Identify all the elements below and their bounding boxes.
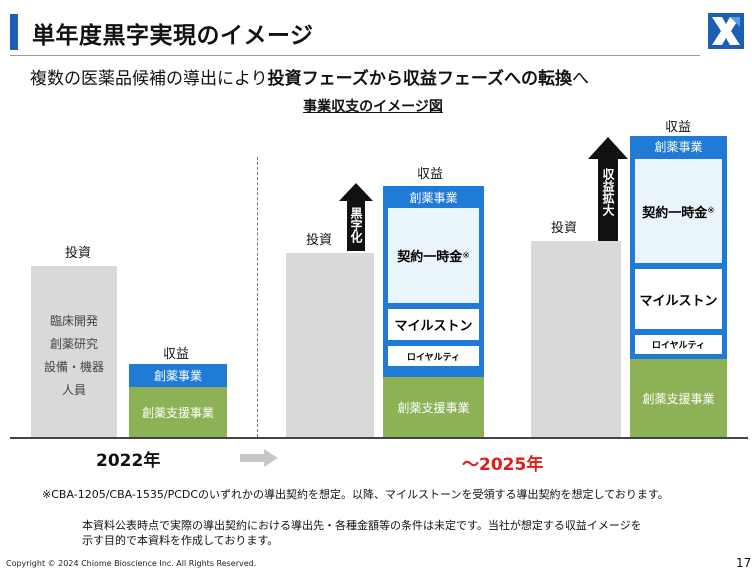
- footnote: ※CBA-1205/CBA-1535/PCDCのいずれかの導出契約を想定。以降、…: [42, 488, 669, 501]
- disclaimer-line-1: 本資料公表時点で実際の導出契約における導出先・各種金額等の条件は未定です。当社が…: [82, 519, 642, 532]
- year-2025-label: ～2025年: [462, 455, 544, 475]
- invest-item: 人員: [61, 383, 86, 397]
- drug-discovery-segment-2022: 創薬事業: [129, 364, 227, 387]
- title-divider: [10, 55, 700, 56]
- invest-bar-2022: [31, 266, 117, 437]
- invest-item: 臨床開発: [49, 314, 98, 328]
- invest-label-2025a: 投資: [306, 233, 333, 248]
- page-title: 単年度黒字実現のイメージ: [32, 23, 314, 49]
- year-2022-label: 2022年: [96, 451, 161, 471]
- drug-discovery-label-2025b: 創薬事業: [654, 140, 703, 154]
- page-subtitle: 複数の医薬品候補の導出により投資フェーズから収益フェーズへの転換へ: [30, 69, 589, 89]
- royalty-box-2025b: ロイヤルティ: [634, 334, 723, 355]
- right-arrow-icon: [240, 449, 278, 467]
- disclaimer-line-2: 示す目的で本資料を作成しております。: [82, 534, 279, 547]
- invest-item: 設備・機器: [43, 360, 104, 374]
- arrow-label-2025a: 黒字化: [349, 207, 363, 243]
- chart-baseline: [10, 437, 748, 439]
- diagram-title: 事業収支のイメージ図: [303, 99, 443, 115]
- upfront-payment-box-2025b: 契約一時金 ※: [634, 158, 723, 264]
- drug-support-segment-2025b: 創薬支援事業: [630, 359, 727, 437]
- invest-label-2022: 投資: [65, 246, 92, 261]
- title-accent-bar: [10, 14, 18, 50]
- drug-support-segment-2022: 創薬支援事業: [129, 387, 227, 437]
- invest-item: 創薬研究: [49, 337, 98, 351]
- revenue-label-2022: 収益: [163, 347, 190, 362]
- dashed-divider: [257, 157, 258, 437]
- arrow-label-2025b: 収益拡大: [601, 168, 615, 216]
- milestone-box-2025b: マイルストン: [634, 268, 723, 330]
- royalty-box-2025a: ロイヤルティ: [387, 345, 480, 367]
- page-number: 17: [736, 556, 752, 570]
- drug-discovery-label-2025a: 創薬事業: [409, 191, 458, 205]
- invest-bar-2025b: [531, 241, 621, 437]
- invest-bar-2025a: [286, 253, 374, 437]
- upfront-payment-box-2025a: 契約一時金 ※: [387, 207, 480, 304]
- revenue-label-2025b: 収益: [665, 120, 692, 135]
- company-logo-icon: [708, 13, 744, 49]
- drug-support-segment-2025a: 創薬支援事業: [383, 377, 484, 437]
- invest-label-2025b: 投資: [551, 221, 578, 236]
- milestone-box-2025a: マイルストン: [387, 308, 480, 341]
- up-arrow-icon: [588, 137, 628, 241]
- copyright: Copyright © 2024 Chiome Bioscience Inc. …: [6, 559, 257, 568]
- revenue-label-2025a: 収益: [417, 167, 444, 182]
- up-arrow-icon: [339, 183, 373, 251]
